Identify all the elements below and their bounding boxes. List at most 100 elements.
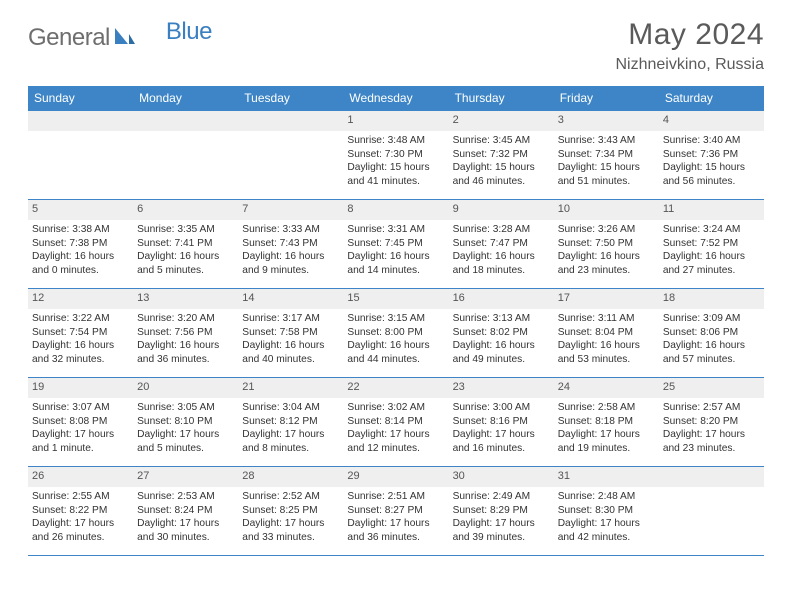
daylight1-text: Daylight: 16 hours — [558, 339, 655, 353]
calendar-day-cell: 21Sunrise: 3:04 AMSunset: 8:12 PMDayligh… — [238, 378, 343, 466]
daylight1-text: Daylight: 16 hours — [32, 339, 129, 353]
day-number: 16 — [449, 289, 554, 309]
calendar-day-cell: 10Sunrise: 3:26 AMSunset: 7:50 PMDayligh… — [554, 200, 659, 288]
sunrise-text: Sunrise: 3:28 AM — [453, 223, 550, 237]
sunrise-text: Sunrise: 3:24 AM — [663, 223, 760, 237]
daylight1-text: Daylight: 15 hours — [453, 161, 550, 175]
sunrise-text: Sunrise: 2:49 AM — [453, 490, 550, 504]
sunset-text: Sunset: 7:45 PM — [347, 237, 444, 251]
daylight2-text: and 57 minutes. — [663, 353, 760, 367]
day-number: 30 — [449, 467, 554, 487]
day-number: 24 — [554, 378, 659, 398]
sunrise-text: Sunrise: 3:40 AM — [663, 134, 760, 148]
sunrise-text: Sunrise: 3:05 AM — [137, 401, 234, 415]
sunrise-text: Sunrise: 3:07 AM — [32, 401, 129, 415]
calendar-day-cell: 19 Sunrise: 3:07 AMSunset: 8:08 PMDayligh… — [28, 378, 133, 466]
calendar-week-row: 1Sunrise: 3:48 AMSunset: 7:30 PMDaylight… — [28, 111, 764, 200]
calendar-day-cell: 27Sunrise: 2:53 AMSunset: 8:24 PMDayligh… — [133, 467, 238, 555]
daylight2-text: and 27 minutes. — [663, 264, 760, 278]
daylight2-text: and 40 minutes. — [242, 353, 339, 367]
day-number: 23 — [449, 378, 554, 398]
calendar-day-cell: 29Sunrise: 2:51 AMSunset: 8:27 PMDayligh… — [343, 467, 448, 555]
calendar-day-cell: 9Sunrise: 3:28 AMSunset: 7:47 PMDaylight… — [449, 200, 554, 288]
sunrise-text: Sunrise: 3:38 AM — [32, 223, 129, 237]
daylight2-text: and 32 minutes. — [32, 353, 129, 367]
daylight2-text: and 33 minutes. — [242, 531, 339, 545]
daylight1-text: Daylight: 16 hours — [347, 339, 444, 353]
daylight2-text: and 56 minutes. — [663, 175, 760, 189]
sunset-text: Sunset: 8:24 PM — [137, 504, 234, 518]
calendar-day-cell: 8Sunrise: 3:31 AMSunset: 7:45 PMDaylight… — [343, 200, 448, 288]
sunset-text: Sunset: 8:06 PM — [663, 326, 760, 340]
sunrise-text: Sunrise: 3:09 AM — [663, 312, 760, 326]
day-number: 19 — [28, 378, 133, 398]
sunset-text: Sunset: 8:02 PM — [453, 326, 550, 340]
sunset-text: Sunset: 8:12 PM — [242, 415, 339, 429]
calendar-day-cell: 13Sunrise: 3:20 AMSunset: 7:56 PMDayligh… — [133, 289, 238, 377]
sunset-text: Sunset: 8:18 PM — [558, 415, 655, 429]
daylight1-text: Daylight: 17 hours — [453, 517, 550, 531]
sunrise-text: Sunrise: 3:02 AM — [347, 401, 444, 415]
sunrise-text: Sunrise: 2:48 AM — [558, 490, 655, 504]
sunset-text: Sunset: 8:30 PM — [558, 504, 655, 518]
day-number: 25 — [659, 378, 764, 398]
day-number: 17 — [554, 289, 659, 309]
calendar-day-cell: 30Sunrise: 2:49 AMSunset: 8:29 PMDayligh… — [449, 467, 554, 555]
sunset-text: Sunset: 7:52 PM — [663, 237, 760, 251]
weekday-header: Thursday — [449, 86, 554, 111]
calendar-day-cell: 16Sunrise: 3:13 AMSunset: 8:02 PMDayligh… — [449, 289, 554, 377]
calendar-grid: SundayMondayTuesdayWednesdayThursdayFrid… — [28, 86, 764, 556]
daylight2-text: and 51 minutes. — [558, 175, 655, 189]
daylight2-text: and 39 minutes. — [453, 531, 550, 545]
sunset-text: Sunset: 7:56 PM — [137, 326, 234, 340]
sunset-text: Sunset: 7:43 PM — [242, 237, 339, 251]
daylight1-text: Daylight: 17 hours — [663, 428, 760, 442]
daylight1-text: Daylight: 17 hours — [242, 428, 339, 442]
brand-logo: General Blue — [28, 24, 212, 52]
calendar-day-cell: 2Sunrise: 3:45 AMSunset: 7:32 PMDaylight… — [449, 111, 554, 199]
sunrise-text: Sunrise: 3:26 AM — [558, 223, 655, 237]
weekday-header: Tuesday — [238, 86, 343, 111]
daylight2-text: and 41 minutes. — [347, 175, 444, 189]
day-number: 4 — [659, 111, 764, 131]
sunset-text: Sunset: 8:14 PM — [347, 415, 444, 429]
day-number: 13 — [133, 289, 238, 309]
daylight1-text: Daylight: 17 hours — [32, 428, 129, 442]
logo-sail-icon — [114, 26, 136, 51]
calendar-day-cell: 7Sunrise: 3:33 AMSunset: 7:43 PMDaylight… — [238, 200, 343, 288]
daylight2-text: and 19 minutes. — [558, 442, 655, 456]
sunrise-text: Sunrise: 3:35 AM — [137, 223, 234, 237]
day-number: 12 — [28, 289, 133, 309]
daylight1-text: Daylight: 16 hours — [242, 250, 339, 264]
day-number: 18 — [659, 289, 764, 309]
daylight1-text: Daylight: 17 hours — [347, 428, 444, 442]
daylight2-text: and 14 minutes. — [347, 264, 444, 278]
day-number: 1 — [343, 111, 448, 131]
daylight2-text: and 36 minutes. — [137, 353, 234, 367]
sunset-text: Sunset: 7:36 PM — [663, 148, 760, 162]
day-number: 15 — [343, 289, 448, 309]
logo-general-text: General — [28, 24, 110, 52]
daylight1-text: Daylight: 17 hours — [558, 517, 655, 531]
sunrise-text: Sunrise: 3:45 AM — [453, 134, 550, 148]
sunset-text: Sunset: 8:08 PM — [32, 415, 129, 429]
daylight2-text: and 49 minutes. — [453, 353, 550, 367]
sunrise-text: Sunrise: 2:53 AM — [137, 490, 234, 504]
calendar-day-cell: 6Sunrise: 3:35 AMSunset: 7:41 PMDaylight… — [133, 200, 238, 288]
daylight2-text: and 16 minutes. — [453, 442, 550, 456]
sunset-text: Sunset: 7:41 PM — [137, 237, 234, 251]
calendar-day-cell: 25Sunrise: 2:57 AMSunset: 8:20 PMDayligh… — [659, 378, 764, 466]
daylight1-text: Daylight: 17 hours — [453, 428, 550, 442]
daylight2-text: and 5 minutes. — [137, 264, 234, 278]
day-number: 3 — [554, 111, 659, 131]
day-number: 7 — [238, 200, 343, 220]
daylight1-text: Daylight: 16 hours — [32, 250, 129, 264]
daylight1-text: Daylight: 16 hours — [453, 339, 550, 353]
day-number: 22 — [343, 378, 448, 398]
daylight1-text: Daylight: 16 hours — [663, 339, 760, 353]
calendar-week-row: 5Sunrise: 3:38 AMSunset: 7:38 PMDaylight… — [28, 200, 764, 289]
day-number: 31 — [554, 467, 659, 487]
sunset-text: Sunset: 7:47 PM — [453, 237, 550, 251]
sunset-text: Sunset: 7:58 PM — [242, 326, 339, 340]
calendar-day-cell: 15Sunrise: 3:15 AMSunset: 8:00 PMDayligh… — [343, 289, 448, 377]
